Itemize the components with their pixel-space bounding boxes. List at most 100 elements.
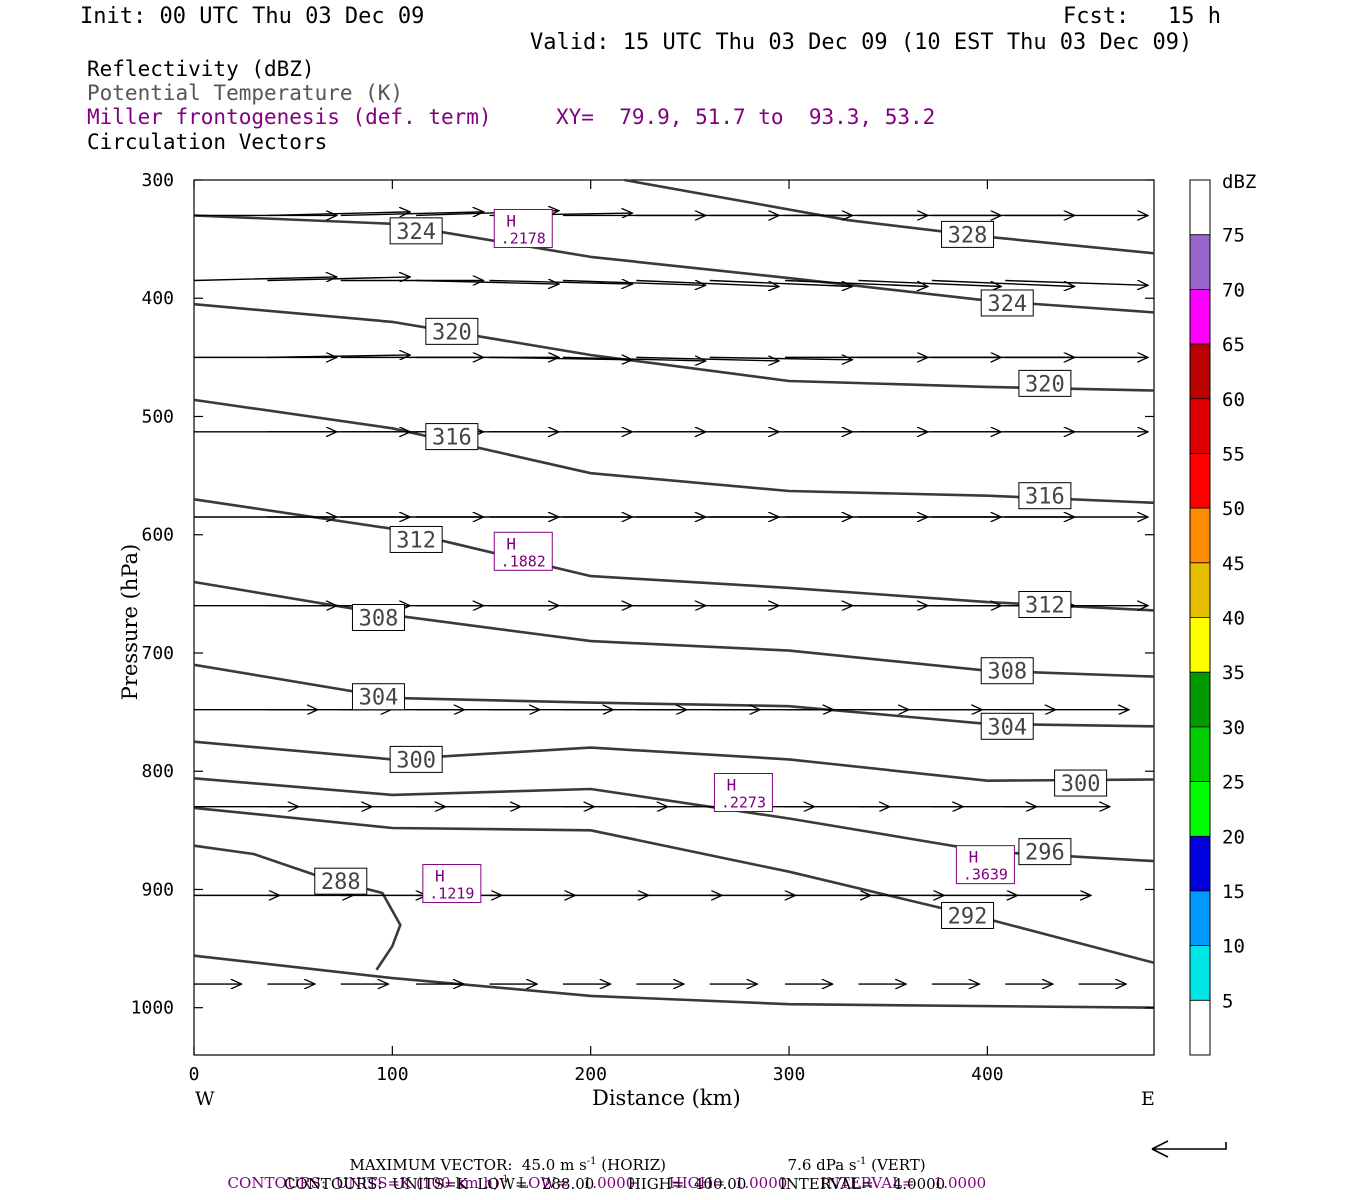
frontogenesis-max-box [422,864,482,904]
circulation-vector [267,212,410,216]
colorbar-segment [1190,890,1210,946]
max-vector-horiz-value: MAXIMUM VECTOR: 45.0 m s [349,1156,587,1174]
theta-label: 304 [359,686,399,711]
theta-label-box [389,745,443,773]
theta-label: 312 [396,528,436,553]
frontogenesis-max-label: H [506,211,516,230]
circulation-vector [340,212,484,216]
forecast-hour: 15 h [1168,4,1221,29]
theta-label: 296 [1025,841,1065,866]
theta-label-box [351,604,405,631]
colorbar-level: 50 [1222,498,1245,520]
colorbar-level: 20 [1222,826,1245,848]
colorbar-level: 5 [1222,990,1233,1012]
circulation-vector [267,277,410,281]
frontogenesis-max-label: H [969,848,979,867]
colorbar-level: 55 [1222,443,1245,465]
y-tick-label: 600 [141,525,174,546]
theta-label-box [425,423,479,451]
frontogenesis-max-value: .2273 [721,794,766,812]
theta-contour-288 [193,844,402,971]
theta-label: 288 [321,870,361,895]
theta-label-box [980,289,1034,317]
theta-contour-300 [193,740,1155,782]
theta-label-box [351,683,405,711]
colorbar-level: 60 [1222,389,1245,411]
circulation-vector [931,279,1075,287]
cross-section-endpoints: XY= 79.9, 51.7 to 93.3, 53.2 [556,105,936,129]
x-tick-label: 0 [189,1064,200,1085]
circulation-vector [489,357,633,359]
theta-label: 316 [1025,485,1065,510]
colorbar-segment [1190,781,1210,837]
frontogenesis-max-box [493,531,553,571]
frontogenesis-max-value: .1882 [501,552,546,570]
theta-label-box [1018,838,1072,866]
max-vector-horiz-label: (HORIZ) [596,1156,667,1174]
theta-label-box [980,712,1034,740]
circulation-vector [636,357,779,361]
colorbar-segment [1190,726,1210,782]
frontogenesis-max-label: H [727,776,737,795]
circulation-vector [562,279,706,286]
theta-label-box [425,317,479,345]
theta-label-box [1054,769,1108,797]
max-vector-line: MAXIMUM VECTOR: 45.0 m s-1 (HORIZ) [349,1156,667,1174]
y-tick-label: 900 [141,879,174,900]
max-vector-vert: 7.6 dPa s-1 (VERT) [787,1156,926,1174]
max-vector-vert-label: (VERT) [866,1156,926,1174]
circulation-vector [267,355,410,357]
colorbar-segment [1190,398,1210,454]
y-tick-label: 800 [141,761,174,782]
colorbar-segment [1190,617,1210,673]
colorbar-unit: dBZ [1222,171,1256,193]
theta-label-box [389,525,443,553]
colorbar-segment [1190,672,1210,727]
colorbar-level: 45 [1222,553,1245,575]
frontogenesis-max-value: .2178 [501,229,546,247]
colorbar-level: 25 [1222,772,1245,794]
circulation-vector [193,277,337,281]
theta-label-box [941,901,995,929]
theta-label: 316 [432,426,472,451]
colorbar-level: 30 [1222,717,1245,739]
colorbar-level: 10 [1222,936,1245,958]
field-potential-temperature: Potential Temperature (K) [87,81,404,105]
circulation-vector [709,279,853,287]
circulation-vector [489,281,633,285]
theta-contour-lower [193,954,1155,1009]
plot-frame [193,179,1155,1056]
theta-label: 308 [359,607,399,632]
west-label: W [195,1088,215,1110]
colorbar-segment [1190,180,1210,235]
colorbar-segment [1190,562,1210,618]
colorbar-level: 70 [1222,279,1245,301]
theta-contour-292 [193,806,1155,965]
colorbar-level: 35 [1222,662,1245,684]
frontogenesis-max-box [493,208,553,248]
frontogenesis-max-box [713,773,773,812]
theta-contour-296 [193,777,1155,863]
y-tick-label: 700 [141,643,174,664]
theta-label: 308 [987,660,1027,685]
contours-frontogenesis: CONTOURS: UNITS=K (100 km h)-1 LOW= 1.00… [227,1174,987,1192]
field-reflectivity: Reflectivity (dBZ) [87,57,315,81]
forecast-label: Fcst: [1063,4,1130,29]
theta-label-box [389,217,443,245]
x-tick-label: 300 [773,1064,806,1085]
init-time: Init: 00 UTC Thu 03 Dec 09 [80,4,425,29]
theta-label-box [1018,590,1072,618]
east-label: E [1141,1088,1155,1110]
contours-theta: CONTOURS: UNITS=K LOW= 288.00 HIGH= 400.… [284,1175,946,1193]
circulation-vector [1005,279,1148,286]
colorbar-level: 15 [1222,881,1245,903]
theta-label-box [980,657,1034,685]
colorbar-level: 75 [1222,225,1245,247]
colorbar-segment [1190,508,1210,563]
theta-contour-312 [193,498,1155,612]
theta-label: 320 [1025,372,1065,397]
circulation-vector [416,281,559,285]
contours-fg-levels: LOW= 1.0000 HIGH= 1.0000 INTERVAL= 1.000… [508,1174,987,1192]
theta-label: 304 [987,715,1027,740]
